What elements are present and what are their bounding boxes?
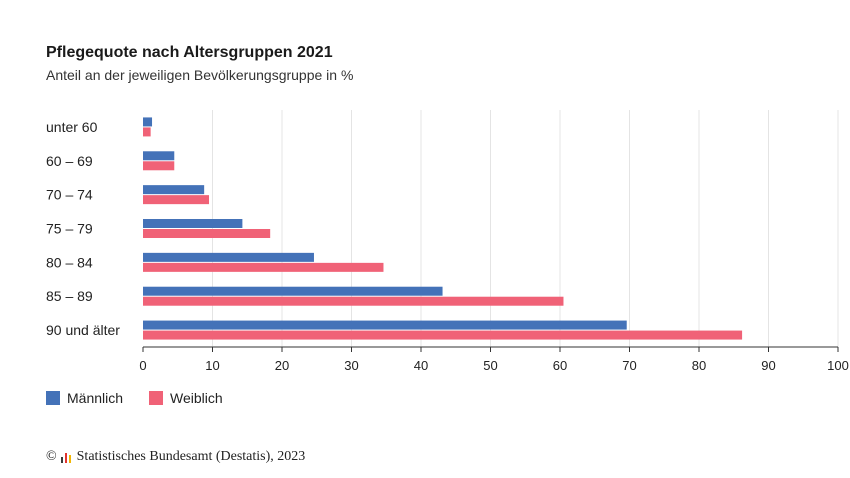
legend-item-female[interactable]: Weiblich [149,390,223,406]
category-label: 60 – 69 [46,153,93,169]
bar-male [143,151,175,161]
x-tick-label: 80 [692,358,706,373]
chart-legend: Männlich Weiblich [46,390,249,406]
bar-female [143,296,564,306]
legend-swatch-female [149,391,164,405]
legend-item-male[interactable]: Männlich [46,390,123,406]
bar-male [143,117,153,127]
x-tick-label: 90 [761,358,775,373]
source-credit: © Statistisches Bundesamt (Destatis), 20… [46,449,305,465]
chart-title: Pflegequote nach Altersgruppen 2021 [46,44,333,61]
bar-female [143,229,271,238]
bar-male [143,320,627,330]
x-tick-label: 20 [275,358,289,373]
bar-male [143,252,314,262]
destatis-logo-icon [60,453,71,463]
x-tick-label: 30 [344,358,358,373]
bar-male [143,219,243,228]
legend-label-male: Männlich [67,390,124,406]
bar-female [143,330,743,340]
bar-female [143,127,151,137]
bar-female [143,161,175,171]
category-label: 90 und älter [46,322,120,338]
legend-label-female: Weiblich [170,390,223,406]
category-label: 85 – 89 [46,288,93,304]
category-label: 70 – 74 [46,187,93,203]
x-tick-label: 100 [827,358,849,373]
x-tick-label: 40 [414,358,428,373]
x-tick-label: 10 [205,358,219,373]
x-tick-label: 60 [553,358,567,373]
category-label: unter 60 [46,119,98,135]
bar-female [143,195,210,205]
x-tick-label: 0 [139,358,146,373]
x-tick-label: 50 [483,358,497,373]
x-tick-label: 70 [622,358,636,373]
category-label: 75 – 79 [46,221,93,237]
bar-chart: 0 10 20 30 40 50 60 70 80 90 100 unter 60 60 – 69 70 … [46,110,849,373]
copyright-symbol: © [46,449,57,464]
bar-female [143,262,384,272]
legend-swatch-male [46,391,60,405]
category-label: 80 – 84 [46,254,93,270]
bar-male [143,286,443,296]
chart-subtitle: Anteil an der jeweiligen Bevölkerungsgru… [46,67,354,83]
bar-male [143,185,205,195]
source-text: Statistisches Bundesamt (Destatis), 2023 [76,449,306,464]
